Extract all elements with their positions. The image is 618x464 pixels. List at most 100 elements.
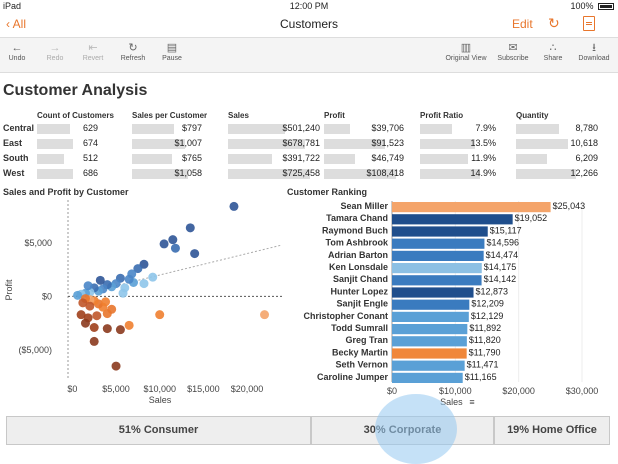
segment-consumer[interactable]: 51% Consumer [6, 416, 311, 445]
download-button[interactable]: ⭳ Download [578, 42, 610, 62]
ranking-bar[interactable] [392, 263, 482, 274]
subscribe-button[interactable]: ✉ Subscribe [497, 42, 529, 62]
scatter-point[interactable] [102, 324, 112, 334]
scatter-point[interactable] [229, 201, 239, 211]
kpi-bar[interactable] [516, 139, 568, 149]
bar-value-label: $12,129 [471, 311, 504, 321]
ranking-chart[interactable]: Sean Miller $25,043 Tamara Chand $19,052 Ray… [284, 198, 618, 413]
category-label: Tamara Chand [326, 213, 388, 223]
scatter-point[interactable] [118, 288, 128, 298]
kpi-bar[interactable] [420, 124, 452, 134]
kpi-bar[interactable] [37, 124, 70, 134]
scatter-chart[interactable]: $5,000 $0 ($5,000) $0 $5,000 $10,000 $15,000 $2… [0, 198, 285, 413]
scatter-point[interactable] [89, 323, 99, 332]
scatter-point[interactable] [185, 223, 195, 233]
kpi-bar[interactable] [37, 169, 73, 179]
kpi-bar[interactable] [324, 154, 355, 164]
kpi-bar[interactable] [132, 139, 185, 149]
scatter-point[interactable] [168, 235, 178, 245]
ranking-bar[interactable] [392, 287, 474, 298]
pause-button[interactable]: ▤ Pause [160, 42, 184, 62]
scatter-point[interactable] [115, 325, 125, 335]
edit-button[interactable]: Edit [512, 17, 533, 31]
kpi-bar[interactable] [420, 169, 480, 179]
page-title: Customer Analysis [3, 82, 148, 99]
kpi-bar[interactable] [516, 154, 547, 164]
kpi-bar[interactable] [324, 139, 385, 149]
ranking-bar[interactable] [392, 348, 467, 359]
scatter-point[interactable] [76, 310, 86, 320]
kpi-bar[interactable] [132, 154, 172, 164]
scatter-point[interactable] [111, 361, 121, 371]
scatter-point[interactable] [124, 320, 134, 330]
scatter-point[interactable] [101, 297, 111, 307]
refresh-button[interactable]: ↻ Refresh [120, 42, 146, 62]
ranking-bar[interactable] [392, 226, 488, 237]
kpi-bar[interactable] [420, 154, 468, 164]
details-icon[interactable] [583, 16, 595, 31]
ranking-bar[interactable] [392, 336, 467, 347]
x-tick-label: $10,000 [439, 386, 472, 396]
ranking-bar[interactable] [392, 202, 551, 213]
kpi-bar[interactable] [228, 154, 272, 164]
scatter-point[interactable] [155, 310, 165, 320]
kpi-bar[interactable] [132, 169, 188, 179]
scatter-point[interactable] [170, 243, 180, 253]
ranking-bar[interactable] [392, 360, 465, 371]
ranking-bar[interactable] [392, 250, 484, 261]
scatter-title: Sales and Profit by Customer [3, 187, 129, 197]
scatter-point[interactable] [89, 336, 99, 346]
kpi-bar[interactable] [516, 124, 559, 134]
kpi-bar[interactable] [228, 124, 285, 134]
scatter-point[interactable] [80, 318, 90, 328]
undo-button[interactable]: ← Undo [8, 42, 26, 62]
pause-icon: ▤ [166, 42, 178, 54]
ranking-bar[interactable] [392, 324, 468, 335]
bar-value-label: $14,474 [486, 250, 519, 260]
ranking-bar[interactable] [392, 275, 482, 286]
scatter-point[interactable] [139, 279, 149, 289]
ranking-bar[interactable] [392, 299, 470, 310]
kpi-bar[interactable] [324, 169, 396, 179]
ranking-bar[interactable] [392, 311, 469, 322]
scatter-point[interactable] [124, 274, 134, 284]
kpi-bar[interactable] [37, 154, 64, 164]
kpi-bar[interactable] [228, 139, 305, 149]
chevron-left-icon: ‹ [6, 17, 10, 31]
scatter-point[interactable] [148, 272, 158, 282]
kpi-value: 674 [82, 138, 98, 148]
scatter-point[interactable] [83, 281, 93, 291]
segment-home-office[interactable]: 19% Home Office [494, 416, 610, 445]
scatter-point[interactable] [78, 298, 88, 308]
redo-button[interactable]: → Redo [44, 42, 66, 62]
scatter-point[interactable] [159, 239, 169, 249]
ranking-bar[interactable] [392, 214, 513, 225]
kpi-bar[interactable] [228, 169, 310, 179]
kpi-bar[interactable] [324, 124, 350, 134]
kpi-bar[interactable] [37, 139, 73, 149]
kpi-value: $765 [181, 153, 202, 163]
kpi-value: 686 [82, 168, 98, 178]
revert-button[interactable]: ⇤ Revert [80, 42, 106, 62]
scatter-point[interactable] [92, 311, 102, 321]
kpi-bar[interactable] [516, 169, 576, 179]
scatter-point[interactable] [85, 301, 95, 311]
kpi-row-label: East [3, 138, 23, 148]
share-button[interactable]: ∴ Share [543, 42, 563, 62]
bar-value-label: $12,873 [476, 286, 509, 296]
back-button[interactable]: ‹ All [6, 17, 26, 31]
sort-icon[interactable]: ≡ [469, 397, 474, 407]
scatter-point[interactable] [73, 290, 83, 300]
scatter-point[interactable] [95, 275, 105, 285]
kpi-value: $39,706 [371, 123, 404, 133]
scatter-point[interactable] [190, 249, 200, 259]
original-view-button[interactable]: ▥ Original View [445, 42, 487, 62]
kpi-bar[interactable] [420, 139, 475, 149]
scatter-point[interactable] [107, 304, 117, 314]
ranking-bar[interactable] [392, 238, 485, 249]
scatter-point[interactable] [260, 310, 270, 320]
scatter-point[interactable] [133, 264, 143, 274]
ranking-bar[interactable] [392, 372, 463, 383]
refresh-icon[interactable]: ↻ [548, 15, 560, 31]
kpi-bar[interactable] [132, 124, 174, 134]
